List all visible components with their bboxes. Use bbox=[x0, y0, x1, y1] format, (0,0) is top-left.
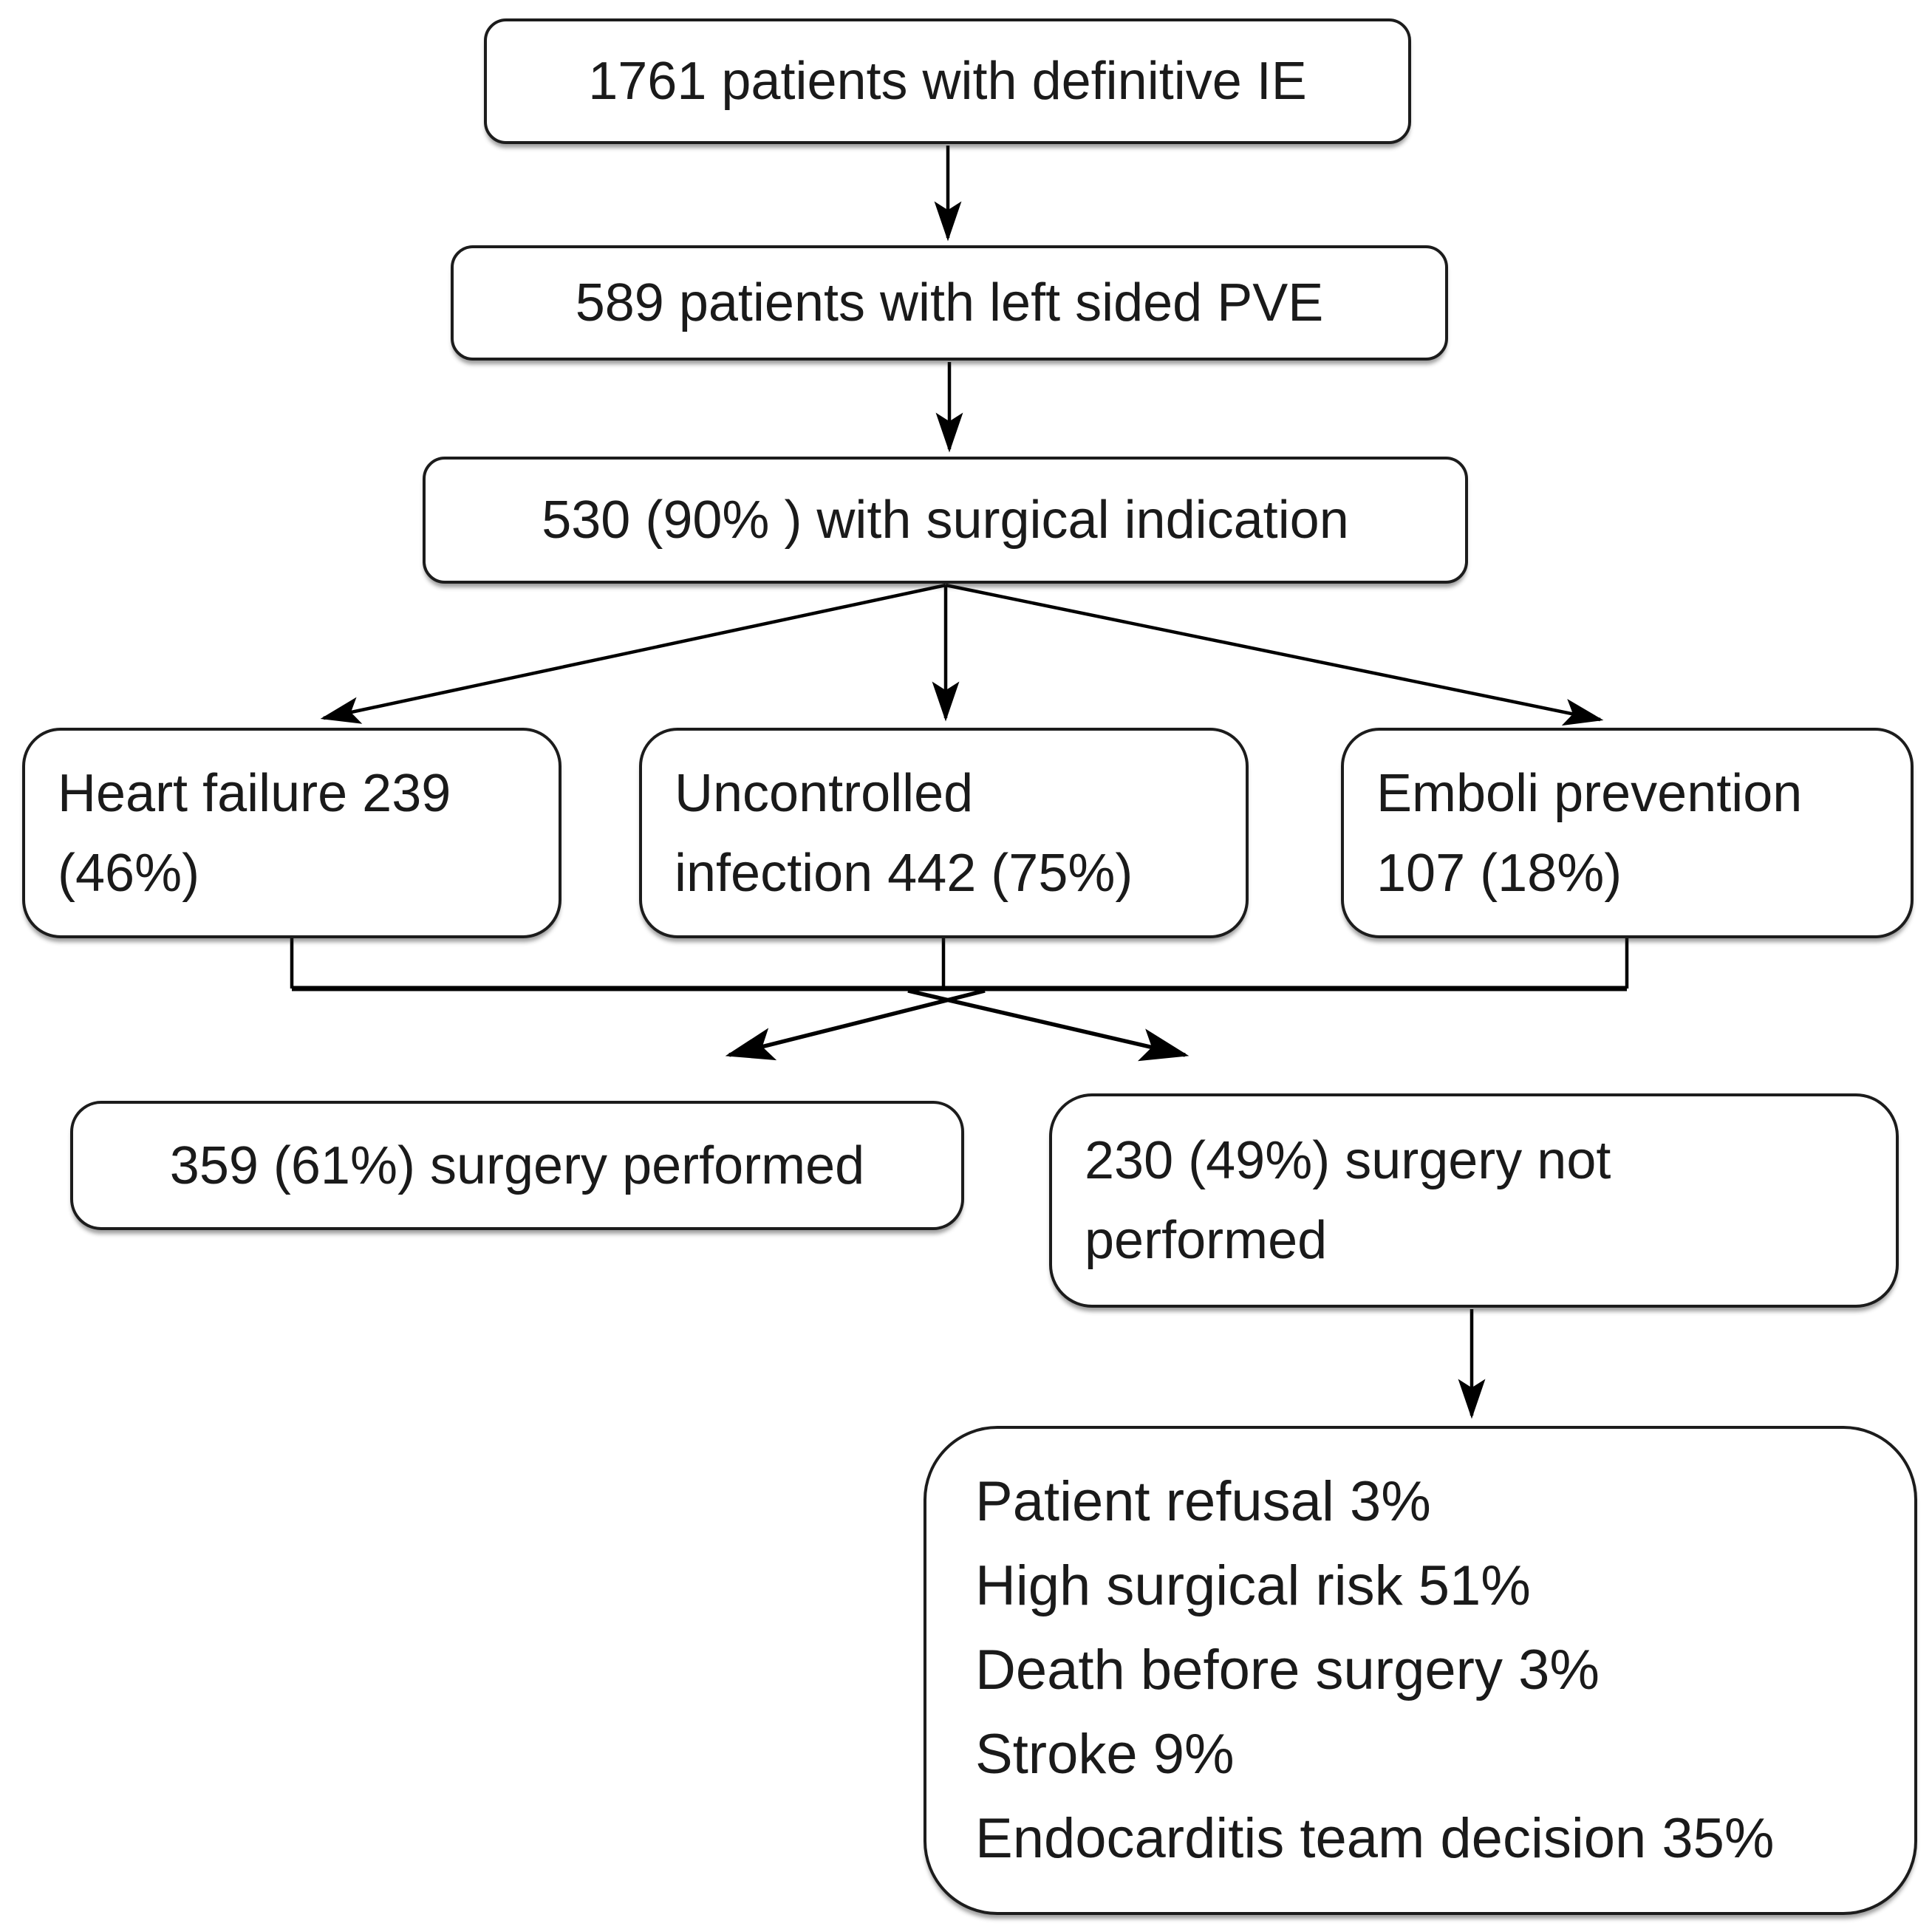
node-surgery-performed-label: 359 (61%) surgery performed bbox=[169, 1136, 865, 1195]
reason-stroke: Stroke 9% bbox=[975, 1723, 1235, 1786]
node-reasons-not-performed: Patient refusal 3% High surgical risk 51… bbox=[924, 1426, 1917, 1915]
node-surgery-performed: 359 (61%) surgery performed bbox=[70, 1101, 964, 1230]
node-emboli-prevention-line2: 107 (18%) bbox=[1376, 843, 1622, 903]
arrow-indication-to-heart-failure bbox=[320, 583, 946, 724]
node-heart-failure-line2: (46%) bbox=[58, 843, 200, 903]
node-surgical-indication: 530 (90% ) with surgical indication bbox=[423, 457, 1468, 584]
node-heart-failure-line1: Heart failure 239 bbox=[58, 763, 451, 823]
node-surgery-not-performed: 230 (49%) surgery not performed bbox=[1049, 1093, 1899, 1308]
node-left-sided-pve-label: 589 patients with left sided PVE bbox=[575, 273, 1324, 332]
node-emboli-prevention: Emboli prevention 107 (18%) bbox=[1341, 728, 1914, 938]
node-surgery-not-performed-line1: 230 (49%) surgery not bbox=[1085, 1131, 1611, 1190]
node-definitive-ie: 1761 patients with definitive IE bbox=[484, 18, 1411, 144]
arrow-merge-to-surgery-performed bbox=[725, 989, 986, 1061]
node-emboli-prevention-line1: Emboli prevention bbox=[1376, 763, 1803, 823]
node-uncontrolled-infection-line2: infection 442 (75%) bbox=[675, 843, 1133, 903]
reason-patient-refusal: Patient refusal 3% bbox=[975, 1470, 1431, 1533]
node-surgery-not-performed-line2: performed bbox=[1085, 1211, 1328, 1270]
node-uncontrolled-infection-line1: Uncontrolled bbox=[675, 763, 974, 823]
node-left-sided-pve: 589 patients with left sided PVE bbox=[451, 245, 1448, 361]
reason-death-before-surgery: Death before surgery 3% bbox=[975, 1639, 1600, 1701]
arrow-indication-to-emboli-prevention bbox=[945, 583, 1604, 726]
reason-high-surgical-risk: High surgical risk 51% bbox=[975, 1554, 1531, 1617]
reason-endocarditis-team-decision: Endocarditis team decision 35% bbox=[975, 1807, 1775, 1870]
node-uncontrolled-infection: Uncontrolled infection 442 (75%) bbox=[639, 728, 1249, 938]
arrow-merge-to-surgery-not-performed bbox=[907, 989, 1189, 1062]
node-heart-failure: Heart failure 239 (46%) bbox=[22, 728, 561, 938]
node-definitive-ie-label: 1761 patients with definitive IE bbox=[588, 52, 1307, 111]
node-surgical-indication-label: 530 (90% ) with surgical indication bbox=[542, 491, 1349, 550]
